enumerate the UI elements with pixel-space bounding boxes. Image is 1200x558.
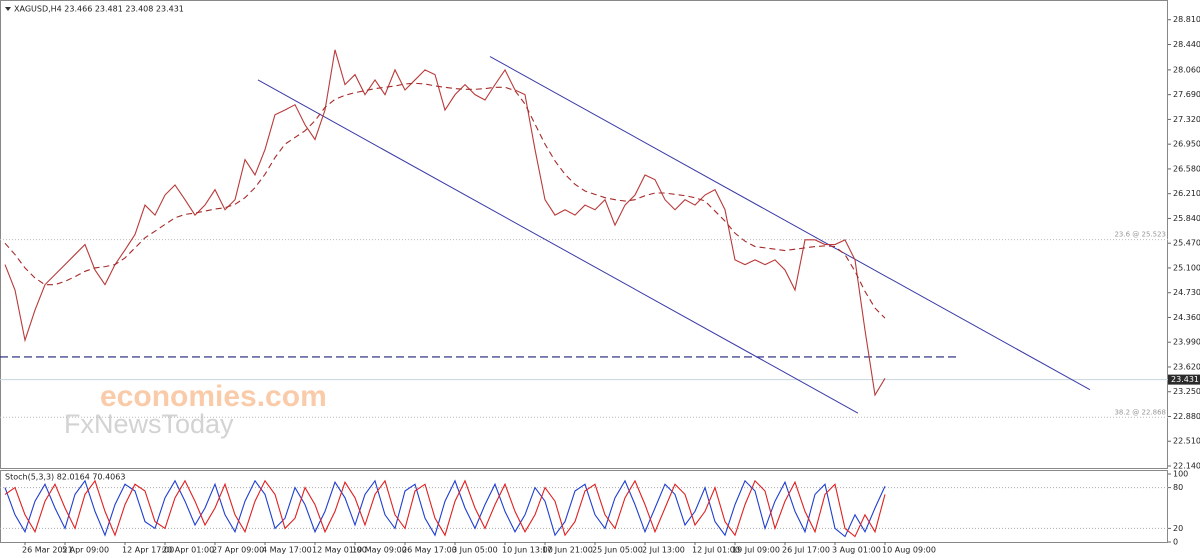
y-tick-label: 27.690 [1173,90,1200,99]
y-tick-label: 23.990 [1173,338,1200,347]
y-tick-label: 26.580 [1173,164,1200,173]
x-tick-label: 20 Apr 01:00 [162,546,214,555]
y-tick-label: 28.440 [1173,40,1200,49]
x-tick-label: 3 Aug 01:00 [832,546,881,555]
last-price-box [1168,374,1200,385]
fib-level-label: 38.2 @ 22.868 [1114,408,1166,416]
trend-line [489,56,1091,391]
x-tick-label: 3 Jun 05:00 [452,546,498,555]
series-line [4,479,886,538]
y-tick-label: 24.730 [1173,288,1200,297]
y-tick-label: 22.510 [1173,437,1200,446]
price-panel-frame [0,0,1168,469]
y-tick-label: 25.470 [1173,239,1200,248]
y-tick-label: 27.320 [1173,115,1200,124]
x-tick-label: 26 Mar 2021 [22,546,73,555]
y-tick-label: 22.140 [1173,461,1200,470]
stoch-panel-frame [0,470,1168,543]
menu-arrow[interactable] [5,7,11,11]
x-tick-label: 4 May 17:00 [262,546,312,555]
y-tick-label: 25.840 [1173,214,1200,223]
y-tick-label: 0 [1173,538,1178,547]
x-tick-label: 12 Jul 01:00 [692,546,740,555]
watermark-sub: FxNewsToday [64,409,234,439]
x-tick-label: 12 Apr 17:00 [122,546,174,555]
series-line [4,82,886,319]
y-tick-label: 23.250 [1173,387,1200,396]
x-tick-label: 12 May 01:00 [312,546,367,555]
stoch-title: Stoch(5,3,3) 82.0164 70.4063 [5,473,125,482]
series-line [4,479,886,538]
series-line [4,49,886,397]
y-tick-label: 23.620 [1173,362,1200,371]
symbol-header: XAGUSD,H4 23.466 23.481 23.408 23.431 [14,5,184,14]
y-tick-label: 26.210 [1173,189,1200,198]
watermark-brand: economies.com [100,380,327,413]
x-tick-label: 25 Jun 05:00 [592,546,643,555]
y-tick-label: 22.880 [1173,412,1200,421]
trend-line [257,79,859,414]
x-tick-label: 10 Aug 09:00 [882,546,936,555]
x-tick-label: 26 Jul 17:00 [782,546,830,555]
y-tick-label: 80 [1173,483,1183,492]
x-tick-label: 19 May 09:00 [352,546,407,555]
y-tick-label: 20 [1173,524,1183,533]
x-tick-label: 19 Jul 09:00 [732,546,780,555]
x-tick-label: 10 Jun 13:00 [502,546,553,555]
y-tick-label: 26.950 [1173,140,1200,149]
last-price-label: 23.431 [1171,375,1199,384]
x-tick-label: 17 Jun 21:00 [542,546,593,555]
y-tick-label: 24.360 [1173,313,1200,322]
fib-level-label: 23.6 @ 25.523 [1114,231,1166,239]
x-tick-label: 27 Apr 09:00 [212,546,264,555]
y-tick-label: 28.810 [1173,15,1200,24]
y-tick-label: 100 [1173,470,1188,479]
x-tick-label: 2 Jul 13:00 [642,546,685,555]
y-tick-label: 25.100 [1173,263,1200,272]
x-tick-label: 5 Apr 09:00 [62,546,109,555]
x-tick-label: 26 May 17:00 [402,546,457,555]
y-tick-label: 28.060 [1173,65,1200,74]
